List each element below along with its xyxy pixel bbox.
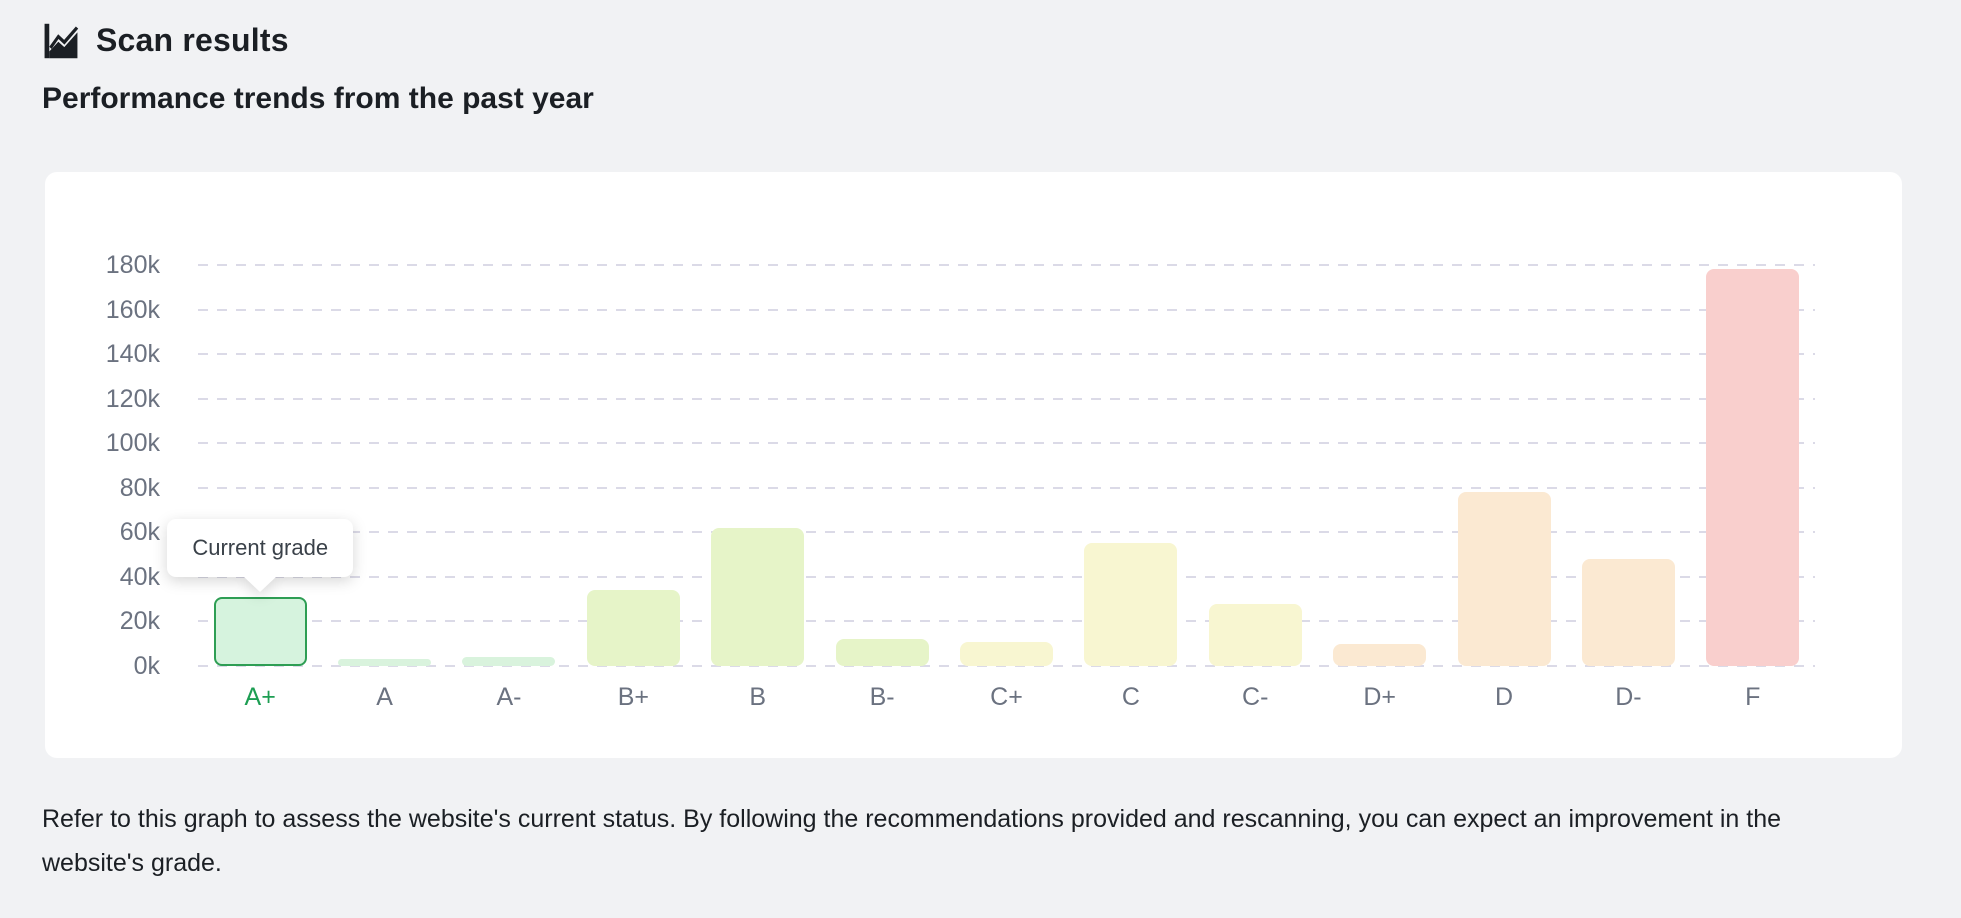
chart-card: Current grade 0k 20k 40k 60k 80k 100k 120k 140k…: [45, 172, 1902, 758]
gridline-180k: [198, 264, 1815, 266]
y-axis-tick-100k: 100k: [105, 429, 160, 458]
gridline-20k: [198, 620, 1815, 623]
y-axis-tick-140k: 140k: [105, 340, 160, 369]
x-axis-label-B-: B-: [869, 683, 895, 711]
x-axis-label-C+: C+: [990, 683, 1023, 711]
x-axis-label-A+: A+: [244, 683, 276, 711]
gridline-160k: [198, 308, 1815, 311]
page-title: Scan results: [96, 22, 289, 58]
x-axis-label-A: A: [376, 683, 393, 711]
x-axis-label-A-: A-: [496, 683, 522, 711]
chart-description: Refer to this graph to assess the websit…: [42, 805, 1782, 877]
x-axis-label-D: D: [1495, 683, 1514, 711]
y-axis-tick-120k: 120k: [105, 384, 160, 413]
x-axis-label-D+: D+: [1363, 683, 1396, 711]
bar-A-[interactable]: [462, 657, 556, 666]
gridline-80k: [198, 486, 1815, 489]
bar-D-[interactable]: [1581, 559, 1675, 666]
chart-icon: [44, 23, 79, 58]
bar-D+[interactable]: [1333, 643, 1427, 666]
gridline-60k: [198, 531, 1815, 534]
bar-C+[interactable]: [960, 641, 1053, 666]
y-axis-tick-20k: 20k: [119, 607, 160, 636]
y-axis-tick-0k: 0k: [133, 652, 160, 680]
x-axis-label-D-: D-: [1615, 683, 1642, 711]
x-axis-label-C-: C-: [1242, 683, 1269, 711]
gridline-120k: [198, 397, 1815, 400]
bar-F[interactable]: [1706, 269, 1800, 666]
bar-B-[interactable]: [835, 639, 929, 666]
y-axis-tick-160k: 160k: [105, 295, 160, 324]
x-axis-label-B: B: [749, 683, 767, 711]
plot-area: Current grade 0k 20k 40k 60k 80k 100k 120k 140k…: [106, 252, 1815, 711]
bar-A+[interactable]: [213, 596, 307, 666]
page-header: Scan results: [42, 22, 289, 59]
gridline-40k: [198, 575, 1815, 578]
tooltip-arrow-icon: [243, 575, 278, 592]
section-title: Performance trends from the past year: [42, 82, 594, 115]
bar-D[interactable]: [1457, 492, 1551, 666]
bar-C[interactable]: [1084, 543, 1178, 666]
x-axis-label-B+: B+: [617, 683, 649, 711]
y-axis-tick-40k: 40k: [119, 562, 160, 591]
gridline-0k: [198, 665, 1815, 667]
bar-B[interactable]: [711, 527, 805, 666]
y-axis-tick-180k: 180k: [105, 251, 160, 279]
y-axis-tick-80k: 80k: [119, 473, 160, 502]
x-axis-label-C: C: [1121, 683, 1140, 711]
gridline-100k: [198, 442, 1815, 445]
y-axis-tick-60k: 60k: [119, 518, 160, 547]
current-grade-tooltip: Current grade: [167, 518, 354, 592]
gridline-140k: [198, 353, 1815, 356]
current-grade-tooltip-label: Current grade: [167, 518, 354, 577]
bar-A[interactable]: [338, 659, 432, 666]
x-axis-label-F: F: [1745, 683, 1761, 711]
bar-B+[interactable]: [586, 590, 680, 666]
bar-C-[interactable]: [1208, 603, 1302, 666]
